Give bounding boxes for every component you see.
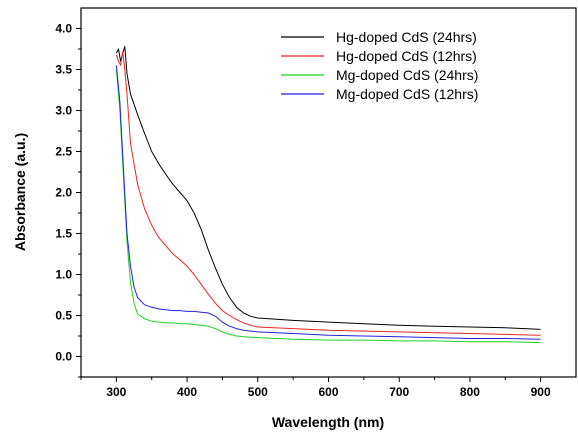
legend-label-0: Hg-doped CdS (24hrs) <box>336 29 477 45</box>
legend-label-2: Mg-doped CdS (24hrs) <box>336 67 478 83</box>
y-tick-label: 1.5 <box>55 227 72 241</box>
x-tick-label: 500 <box>248 385 268 399</box>
x-axis-title: Wavelength (nm) <box>272 414 384 430</box>
y-tick-label: 4.0 <box>55 22 72 36</box>
y-tick-label: 2.5 <box>55 145 72 159</box>
y-axis: 0.0 0.5 1.0 1.5 2.0 2.5 3.0 3.5 4.0 <box>55 22 81 378</box>
legend-label-1: Hg-doped CdS (12hrs) <box>336 48 477 64</box>
x-tick-label: 400 <box>177 385 197 399</box>
x-tick-label: 800 <box>460 385 480 399</box>
y-tick-label: 2.0 <box>55 186 72 200</box>
x-tick-label: 300 <box>106 385 126 399</box>
x-tick-label: 700 <box>389 385 409 399</box>
y-axis-title: Absorbance (a.u.) <box>12 133 28 251</box>
x-axis: 300 400 500 600 700 800 900 <box>80 377 551 399</box>
y-tick-label: 3.0 <box>55 104 72 118</box>
legend-label-3: Mg-doped CdS (12hrs) <box>336 86 478 102</box>
x-tick-label: 900 <box>531 385 551 399</box>
x-tick-label: 600 <box>318 385 338 399</box>
series-layer <box>115 46 541 344</box>
series-line-2 <box>115 69 541 344</box>
y-tick-label: 1.0 <box>55 268 72 282</box>
y-tick-label: 0.5 <box>55 309 72 323</box>
series-line-0 <box>115 46 541 330</box>
y-tick-label: 0.0 <box>55 350 72 364</box>
series-line-3 <box>115 65 541 340</box>
y-tick-label: 3.5 <box>55 63 72 77</box>
legend: Hg-doped CdS (24hrs) Hg-doped CdS (12hrs)… <box>281 29 478 102</box>
series-line-1 <box>115 51 541 336</box>
